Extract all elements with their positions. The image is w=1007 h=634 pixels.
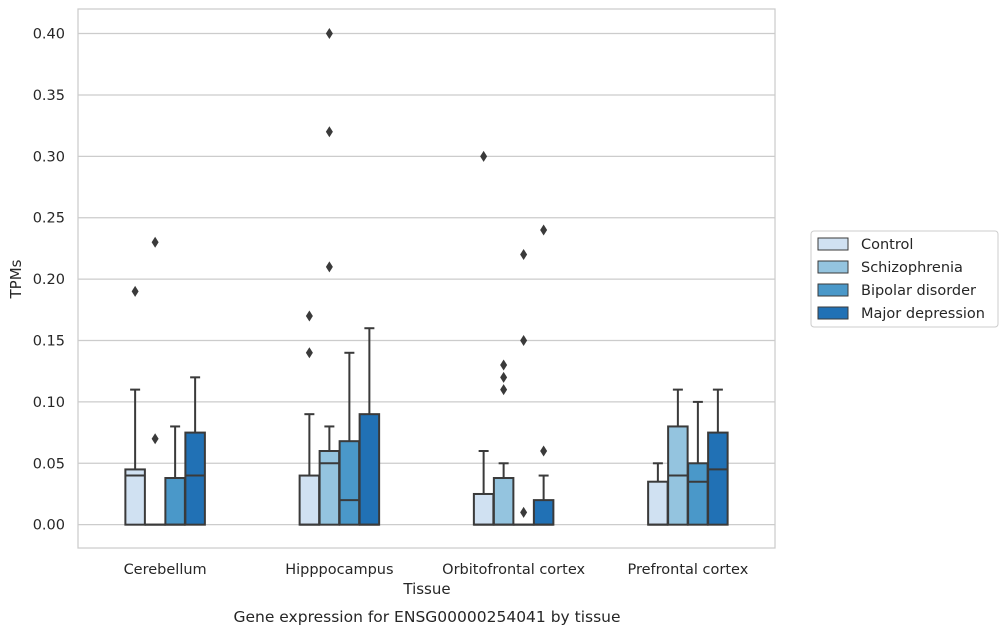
box [472, 492, 495, 526]
outlier-point [305, 347, 313, 359]
legend-label: Schizophrenia [861, 260, 963, 276]
box [318, 450, 341, 526]
x-tick-label: Hipppocampus [285, 562, 393, 578]
outlier-point [520, 249, 528, 261]
legend-item: Control [817, 237, 913, 253]
outlier-point [325, 126, 333, 138]
outlier-point [500, 359, 508, 371]
legend-item: Schizophrenia [817, 260, 963, 276]
outlier-point [131, 285, 139, 297]
y-axis-ticks: 0.00 0.05 0.10 0.15 0.20 0.25 0.30 0.35 0.40 [33, 27, 65, 534]
x-tick-label: Cerebellum [124, 562, 207, 578]
y-tick-label: 0.05 [33, 456, 65, 472]
y-tick-label: 0.35 [33, 88, 65, 104]
legend-swatch [817, 260, 849, 274]
y-tick-label: 0.30 [33, 149, 65, 165]
outlier-point [151, 433, 159, 445]
outlier-point [325, 261, 333, 273]
box [492, 477, 515, 526]
y-tick-label: 0.10 [33, 395, 65, 411]
outlier-point [520, 506, 528, 518]
outlier-point [540, 224, 548, 236]
y-tick-label: 0.00 [33, 518, 65, 534]
box-group [124, 236, 206, 526]
box [124, 468, 146, 526]
legend-label: Major depression [861, 306, 985, 322]
box [687, 462, 709, 526]
y-tick-label: 0.25 [33, 211, 65, 227]
box [164, 477, 186, 526]
outlier-point [500, 371, 508, 383]
outlier-point [305, 310, 313, 322]
legend-swatch [817, 237, 849, 251]
box [647, 480, 669, 526]
box-groups [124, 28, 729, 526]
x-tick-label: Prefrontal cortex [627, 562, 748, 578]
legend-label: Control [861, 237, 913, 253]
y-tick-label: 0.15 [33, 334, 65, 350]
box-group [647, 388, 729, 526]
outlier-point [500, 384, 508, 396]
box [532, 499, 555, 526]
x-axis-ticks: Cerebellum Hipppocampus Orbitofrontal cort… [124, 562, 749, 578]
y-axis-label: TPMs [7, 259, 25, 299]
y-tick-label: 0.40 [33, 27, 65, 43]
box [338, 440, 361, 526]
legend-swatch [817, 283, 849, 297]
chart-caption: Gene expression for ENSG00000254041 by t… [233, 608, 620, 626]
outlier-point [151, 236, 159, 248]
legend-item: Bipolar disorder [817, 283, 976, 299]
box [358, 413, 381, 526]
box-group [472, 150, 555, 526]
outlier-point [520, 335, 528, 347]
outlier-point [325, 28, 333, 40]
x-tick-label: Orbitofrontal cortex [442, 562, 585, 578]
box-group [298, 28, 381, 526]
y-tick-label: 0.20 [33, 272, 65, 288]
legend-swatch [817, 306, 849, 320]
box [298, 474, 321, 526]
plot-frame [77, 8, 776, 549]
legend-frame [810, 230, 999, 328]
box [707, 431, 729, 526]
legend-item: Major depression [817, 306, 985, 322]
box [184, 431, 206, 526]
outlier-point [480, 150, 488, 162]
legend: Control Schizophrenia Bipolar disorder Majo… [810, 230, 999, 328]
outlier-point [540, 445, 548, 457]
legend-label: Bipolar disorder [861, 283, 976, 299]
x-axis-label: Tissue [402, 580, 450, 598]
